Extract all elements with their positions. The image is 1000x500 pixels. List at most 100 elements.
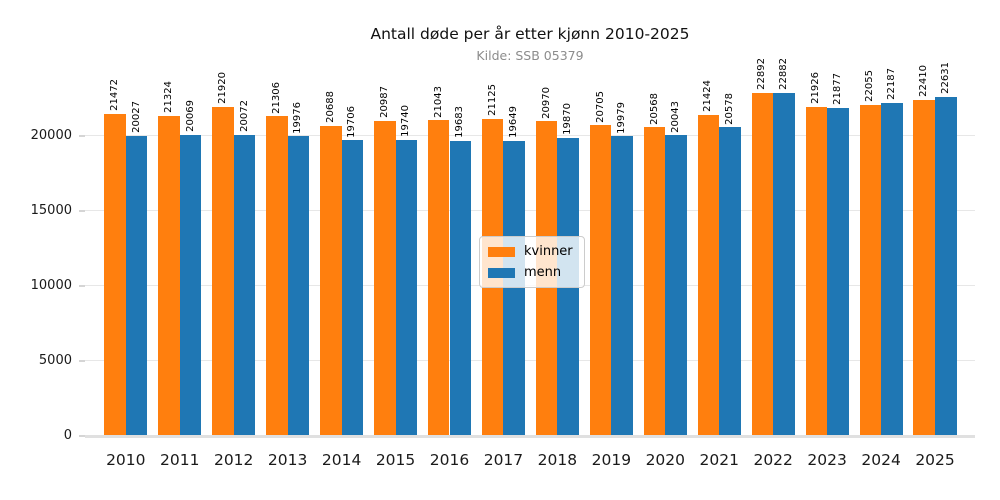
gridline-15000 — [85, 209, 975, 211]
bar-value-label-menn-2022: 22882 — [778, 57, 789, 90]
x-tick-label-2011: 2011 — [160, 451, 200, 469]
bar-menn-2025 — [935, 96, 957, 436]
bar-menn-2010 — [125, 135, 148, 436]
bar-value-label-menn-2020: 20043 — [670, 100, 682, 133]
bar-value-label-kvinner-2020: 20568 — [648, 92, 660, 125]
bar-value-label-menn-2010: 20027 — [130, 100, 142, 133]
bar-menn-2023 — [827, 107, 849, 436]
x-tick-label-2024: 2024 — [861, 451, 901, 469]
bar-value-label-kvinner-2010: 21472 — [109, 79, 120, 111]
x-tick-label-2022: 2022 — [753, 451, 793, 469]
bar-kvinner-2019 — [589, 125, 612, 436]
bar-kvinner-2023 — [805, 107, 828, 436]
bar-value-label-kvinner-2012: 21920 — [216, 72, 228, 105]
bar-value-label-menn-2021: 20578 — [724, 92, 736, 125]
bar-menn-2024 — [881, 103, 903, 436]
bar-value-label-kvinner-2011: 21324 — [162, 81, 174, 114]
bar-menn-2014 — [341, 140, 364, 436]
bar-value-label-kvinner-2024: 22055 — [864, 70, 876, 103]
bar-menn-2013 — [287, 136, 310, 436]
y-tick-label-15000: 15000 — [30, 203, 72, 218]
bar-value-label-kvinner-2023: 21926 — [810, 72, 822, 105]
bar-value-label-kvinner-2018: 20970 — [540, 86, 552, 119]
bar-kvinner-2016 — [427, 120, 450, 436]
x-tick-label-2013: 2013 — [267, 451, 308, 469]
bar-value-label-menn-2017: 19649 — [508, 106, 520, 139]
legend: kvinner menn — [479, 236, 585, 288]
bar-menn-2017 — [503, 141, 526, 436]
bar-menn-2019 — [611, 136, 633, 436]
bar-kvinner-2012 — [212, 107, 234, 436]
y-axis-tick-10000 — [79, 285, 85, 287]
chart-subtitle: Kilde: SSB 05379 — [476, 48, 584, 63]
bar-kvinner-2021 — [697, 114, 720, 436]
legend-item-kvinner: kvinner — [488, 244, 573, 259]
legend-swatch-kvinner — [488, 246, 515, 257]
y-axis-tick-15000 — [79, 210, 85, 212]
x-tick-label-2023: 2023 — [807, 451, 847, 469]
bar-value-label-menn-2011: 20069 — [184, 100, 196, 132]
y-tick-label-20000: 20000 — [30, 128, 72, 143]
bar-kvinner-2014 — [320, 125, 342, 436]
y-tick-label-10000: 10000 — [30, 278, 72, 293]
x-tick-label-2012: 2012 — [213, 451, 254, 469]
x-tick-label-2020: 2020 — [645, 451, 686, 469]
bar-value-label-kvinner-2022: 22892 — [756, 57, 768, 90]
bar-value-label-kvinner-2017: 21125 — [486, 84, 498, 117]
bar-value-label-menn-2019: 19979 — [616, 101, 628, 134]
bar-kvinner-2024 — [859, 105, 882, 436]
gridline-20000 — [85, 134, 975, 136]
legend-label-menn: menn — [524, 265, 562, 280]
bar-menn-2012 — [233, 134, 256, 436]
bar-value-label-kvinner-2019: 20705 — [594, 90, 606, 123]
bar-kvinner-2010 — [104, 113, 126, 436]
bar-menn-2020 — [665, 135, 687, 436]
bar-value-label-kvinner-2015: 20987 — [378, 86, 390, 119]
y-tick-label-5000: 5000 — [38, 353, 72, 368]
bar-menn-2021 — [719, 127, 741, 436]
bar-value-label-menn-2024: 22187 — [885, 68, 897, 101]
chart-title: Antall døde per år etter kjønn 2010-2025 — [370, 25, 690, 43]
x-tick-label-2014: 2014 — [321, 451, 362, 469]
bar-kvinner-2011 — [158, 116, 180, 436]
bar-kvinner-2013 — [266, 116, 288, 436]
bar-value-label-menn-2023: 21877 — [831, 73, 843, 105]
bar-value-label-menn-2013: 19976 — [292, 101, 304, 134]
bar-kvinner-2020 — [643, 127, 666, 436]
x-tick-label-2010: 2010 — [106, 451, 146, 469]
bar-menn-2015 — [395, 139, 418, 436]
y-axis-tick-0 — [79, 435, 85, 437]
y-axis-tick-20000 — [79, 135, 85, 137]
bar-kvinner-2022 — [751, 92, 774, 436]
bar-value-label-menn-2018: 19870 — [562, 103, 574, 135]
bar-value-label-kvinner-2014: 20688 — [324, 90, 336, 123]
bar-menn-2016 — [449, 140, 472, 436]
bar-value-label-kvinner-2021: 21424 — [702, 79, 714, 112]
x-tick-label-2017: 2017 — [483, 451, 524, 469]
legend-label-kvinner: kvinner — [524, 244, 573, 259]
bar-value-label-kvinner-2025: 22410 — [918, 65, 930, 97]
y-tick-label-0: 0 — [63, 428, 72, 443]
x-tick-label-2025: 2025 — [915, 451, 955, 469]
legend-swatch-menn — [488, 267, 515, 278]
bar-value-label-menn-2015: 19740 — [400, 105, 412, 137]
gridline-5000 — [85, 359, 975, 361]
x-axis-line — [85, 435, 975, 438]
legend-item-menn: menn — [488, 265, 573, 280]
bar-value-label-menn-2016: 19683 — [454, 105, 466, 138]
bar-kvinner-2015 — [373, 121, 396, 436]
x-tick-label-2015: 2015 — [375, 451, 416, 469]
bar-value-label-menn-2012: 20072 — [238, 100, 250, 132]
plot-area: 21472 20027 21324 20069 21920 20072 21306 19976… — [85, 36, 975, 436]
bar-kvinner-2025 — [913, 99, 936, 436]
bar-value-label-kvinner-2016: 21043 — [432, 85, 444, 118]
x-tick-label-2019: 2019 — [591, 451, 632, 469]
bar-value-label-menn-2025: 22631 — [939, 61, 951, 94]
bar-menn-2011 — [179, 134, 202, 436]
bar-value-label-kvinner-2013: 21306 — [270, 81, 282, 114]
bar-menn-2022 — [773, 92, 795, 436]
y-axis-tick-5000 — [79, 360, 85, 362]
bar-value-label-menn-2014: 19706 — [346, 105, 358, 138]
x-tick-label-2018: 2018 — [537, 451, 578, 469]
